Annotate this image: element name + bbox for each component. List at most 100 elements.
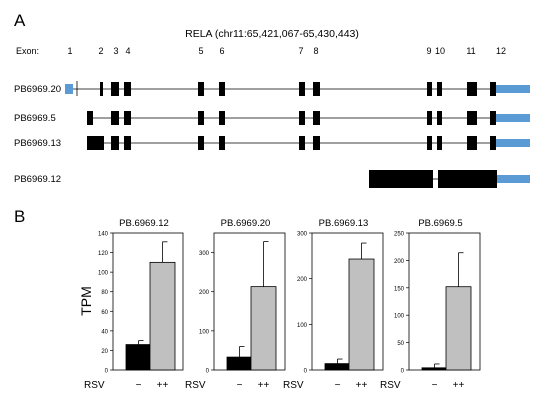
isoform-tracks: PB6969.20 PB6969.5 PB6969.13 PB6969.12 bbox=[14, 81, 530, 188]
group-label: ++ bbox=[453, 380, 465, 391]
exon-block bbox=[490, 82, 496, 96]
y-tick-label: 150 bbox=[394, 286, 405, 292]
y-tick-label: 100 bbox=[98, 271, 109, 277]
y-tick-label: 60 bbox=[101, 310, 108, 316]
y-tick-label: 140 bbox=[98, 232, 109, 238]
group-label: − bbox=[432, 380, 438, 391]
y-tick-label: 100 bbox=[199, 329, 210, 335]
y-tick-label: 0 bbox=[105, 369, 109, 375]
utr-block bbox=[495, 114, 530, 122]
bar bbox=[348, 258, 375, 371]
y-tick-label: 120 bbox=[98, 251, 109, 257]
exon-block bbox=[467, 111, 477, 125]
exon-number-3: 3 bbox=[113, 46, 118, 56]
exon-block bbox=[100, 82, 103, 96]
y-tick-label: 0 bbox=[206, 369, 210, 375]
exon-number-9: 9 bbox=[426, 46, 431, 56]
group-label: − bbox=[335, 380, 341, 391]
y-tick-label: 50 bbox=[397, 341, 404, 347]
exon-block bbox=[437, 111, 442, 125]
exon-block bbox=[427, 82, 432, 96]
exon-block bbox=[198, 136, 204, 150]
exon-block bbox=[219, 111, 225, 125]
panel-b-label: B bbox=[14, 207, 25, 226]
exon-block bbox=[124, 82, 131, 96]
y-tick-label: 80 bbox=[101, 290, 108, 296]
bar-chart-4: PB.6969.5 0 50 100 150 200 250 RSV − ++ bbox=[380, 218, 481, 391]
exon-block bbox=[467, 82, 477, 96]
condition-label: RSV bbox=[283, 380, 304, 391]
exon-block bbox=[124, 111, 131, 125]
exon-block bbox=[299, 111, 305, 125]
bar bbox=[125, 344, 152, 371]
exon-block bbox=[369, 170, 433, 188]
group-label: − bbox=[237, 380, 243, 391]
isoform-name: PB6969.12 bbox=[14, 174, 61, 185]
isoform-track: PB6969.13 bbox=[14, 136, 530, 150]
bar-chart-2: PB.6969.20 0 100 200 300 RSV − ++ bbox=[185, 218, 286, 391]
isoform-name: PB6969.5 bbox=[14, 113, 56, 124]
exon-number-4: 4 bbox=[125, 46, 130, 56]
utr-block bbox=[495, 85, 530, 93]
condition-label: RSV bbox=[84, 380, 105, 391]
y-tick-label: 100 bbox=[394, 314, 405, 320]
y-tick-label: 200 bbox=[394, 259, 405, 265]
y-tick-label: 100 bbox=[297, 323, 308, 329]
exon-number-1: 1 bbox=[67, 46, 72, 56]
exon-block bbox=[87, 136, 104, 150]
y-tick-label: 20 bbox=[101, 349, 108, 355]
exon-block bbox=[437, 82, 442, 96]
condition-label: RSV bbox=[185, 380, 206, 391]
bar bbox=[250, 286, 277, 371]
utr-block bbox=[495, 139, 530, 147]
exon-number-11: 11 bbox=[466, 46, 475, 56]
isoform-name: PB6969.13 bbox=[14, 138, 61, 149]
exon-block bbox=[437, 136, 442, 150]
y-tick-label: 0 bbox=[304, 369, 308, 375]
exon-number-7: 7 bbox=[298, 46, 303, 56]
y-tick-label: 40 bbox=[101, 329, 108, 335]
bar bbox=[324, 363, 351, 371]
panel-a-label: A bbox=[14, 11, 26, 30]
exon-number-5: 5 bbox=[198, 46, 203, 56]
y-tick-label: 200 bbox=[297, 277, 308, 283]
exon-block bbox=[313, 136, 320, 150]
chart-title: PB.6969.12 bbox=[119, 218, 169, 229]
exon-block bbox=[111, 82, 119, 96]
exon-block bbox=[111, 136, 119, 150]
exon-block bbox=[427, 136, 432, 150]
exon-block bbox=[438, 170, 497, 188]
exon-block bbox=[198, 111, 204, 125]
chart-title: PB.6969.13 bbox=[319, 218, 369, 229]
exon-number-8: 8 bbox=[313, 46, 318, 56]
gene-title: RELA (chr11:65,421,067-65,430,443) bbox=[185, 28, 359, 40]
group-label: ++ bbox=[157, 380, 169, 391]
isoform-track: PB6969.12 bbox=[14, 170, 530, 188]
exon-number-2: 2 bbox=[98, 46, 103, 56]
exon-block bbox=[427, 111, 432, 125]
panel-b: B TPM PB.6969.12 0 20 40 60 80 100 120 140 RSV − ++… bbox=[14, 207, 481, 391]
exon-block bbox=[467, 136, 477, 150]
exon-block bbox=[490, 136, 496, 150]
y-tick-label: 0 bbox=[401, 369, 405, 375]
exon-block bbox=[111, 111, 119, 125]
y-tick-label: 250 bbox=[394, 232, 405, 238]
exon-block bbox=[313, 111, 320, 125]
condition-label: RSV bbox=[380, 380, 401, 391]
exon-header: Exon: bbox=[16, 46, 39, 56]
bar bbox=[445, 286, 472, 371]
group-label: ++ bbox=[258, 380, 270, 391]
y-tick-label: 200 bbox=[199, 290, 210, 296]
exon-block bbox=[313, 82, 320, 96]
exon-block bbox=[219, 136, 225, 150]
chart-title: PB.6969.5 bbox=[418, 218, 462, 229]
exon-block bbox=[490, 111, 496, 125]
chart-title: PB.6969.20 bbox=[221, 218, 271, 229]
bar-chart-1: PB.6969.12 0 20 40 60 80 100 120 140 RSV − ++ bbox=[84, 218, 184, 391]
panel-a: A RELA (chr11:65,421,067-65,430,443) Exo… bbox=[14, 11, 530, 188]
y-tick-label: 300 bbox=[297, 232, 308, 238]
isoform-track: PB6969.5 bbox=[14, 111, 530, 125]
isoform-name: PB6969.20 bbox=[14, 84, 61, 95]
exon-block bbox=[299, 82, 305, 96]
